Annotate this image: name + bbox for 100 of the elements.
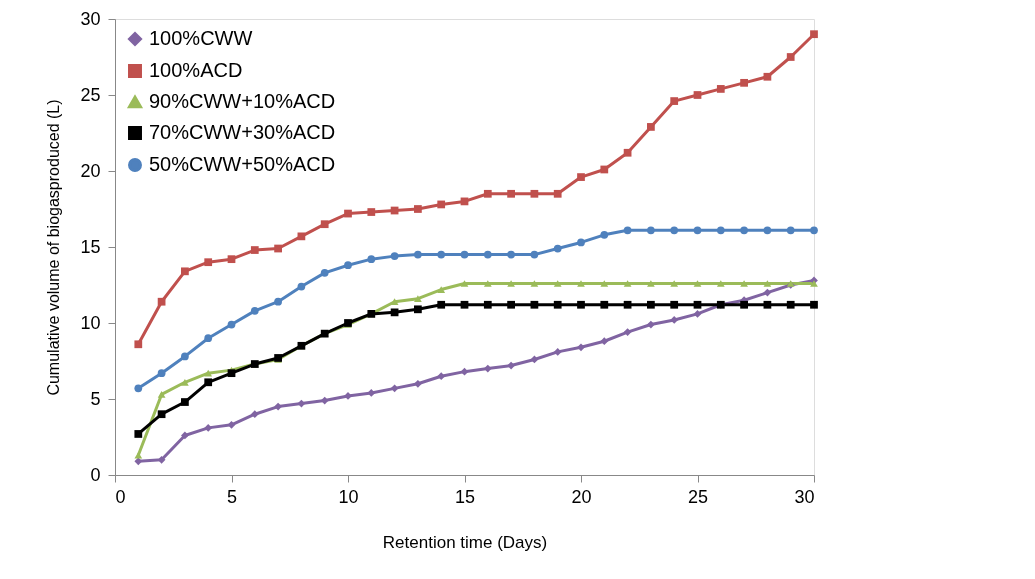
x-tick-label: 20 (571, 486, 592, 507)
point (320, 396, 329, 405)
point (157, 297, 166, 306)
point (647, 123, 655, 131)
point (437, 250, 446, 259)
point (250, 306, 259, 315)
x-tick-label: 5 (226, 486, 238, 507)
point (623, 300, 632, 309)
point (134, 384, 143, 393)
legend-label: 50%CWW+50%ACD (149, 153, 336, 175)
point (553, 300, 562, 309)
y-tick-label: 30 (80, 8, 101, 29)
point (763, 280, 772, 287)
point (344, 209, 352, 218)
point (297, 399, 306, 408)
legend-label: 100%CWW (149, 27, 253, 49)
y-tick-label: 15 (80, 236, 101, 257)
point (647, 226, 655, 235)
legend-label: 100%ACD (149, 59, 243, 81)
point (134, 340, 143, 349)
point (600, 230, 609, 239)
point (204, 369, 213, 377)
point (367, 255, 376, 264)
point (367, 389, 376, 397)
point (320, 268, 329, 277)
point (297, 232, 306, 241)
point (647, 280, 655, 287)
point (507, 300, 515, 309)
point (623, 226, 632, 235)
point (204, 258, 213, 267)
point (507, 189, 515, 198)
point (693, 280, 702, 287)
y-tick-label: 25 (80, 84, 101, 105)
y-tick-label: 0 (90, 464, 101, 485)
y-tick-label: 20 (80, 160, 101, 181)
x-tick-label: 25 (687, 486, 709, 507)
point (507, 361, 515, 370)
point (250, 410, 259, 419)
x-tick-label: 15 (454, 486, 476, 507)
point (227, 320, 236, 329)
point (204, 424, 213, 432)
point (390, 252, 399, 260)
point (786, 53, 795, 61)
point (600, 300, 609, 309)
point (414, 305, 422, 314)
point (460, 250, 469, 259)
point (181, 267, 189, 276)
point (693, 300, 702, 309)
point (763, 300, 772, 309)
point (227, 369, 236, 378)
point (134, 451, 143, 459)
point (297, 282, 306, 291)
point (344, 261, 352, 270)
point (227, 255, 236, 264)
point (437, 200, 446, 209)
point (716, 85, 725, 93)
point (530, 250, 539, 259)
point (553, 189, 562, 198)
point (763, 226, 772, 235)
point (437, 372, 446, 381)
x-tick-label: 10 (338, 486, 359, 507)
point (390, 298, 399, 306)
point (250, 246, 259, 254)
point (623, 328, 632, 336)
point (367, 208, 376, 216)
point (740, 78, 748, 87)
point (483, 300, 492, 309)
point (740, 226, 748, 235)
point (414, 379, 422, 388)
point (553, 244, 562, 253)
point (763, 72, 772, 81)
x-tick-label: 30 (794, 486, 815, 507)
point (157, 410, 166, 419)
point (600, 165, 609, 174)
legend-label: 90%CWW+10%ACD (149, 90, 336, 112)
point (204, 378, 213, 387)
point (507, 280, 515, 287)
point (693, 226, 702, 235)
point (483, 364, 492, 373)
point (716, 226, 725, 235)
point (390, 384, 399, 393)
x-axis-title: Retention time (Days) (382, 532, 548, 552)
point (157, 391, 166, 398)
point (623, 280, 632, 287)
point (623, 148, 632, 157)
point (181, 352, 189, 361)
point (647, 300, 655, 309)
point (670, 280, 679, 287)
point (483, 280, 492, 287)
x-tick-label: 0 (115, 486, 126, 507)
point (157, 455, 166, 464)
point (414, 250, 422, 259)
y-tick-label: 10 (80, 312, 101, 333)
point (647, 320, 655, 329)
point (181, 398, 189, 406)
point (320, 220, 329, 229)
legend-label: 70%CWW+30%ACD (149, 121, 336, 143)
point (670, 97, 679, 105)
point (390, 308, 399, 317)
point (810, 300, 818, 309)
